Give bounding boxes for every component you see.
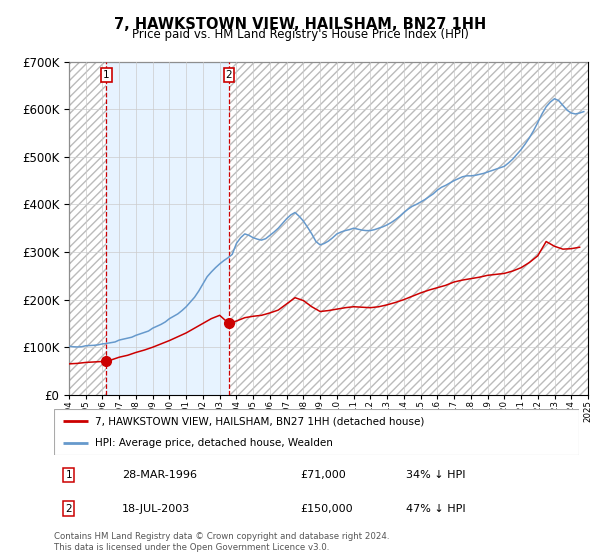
Text: HPI: Average price, detached house, Wealden: HPI: Average price, detached house, Weal… xyxy=(95,438,333,448)
Text: This data is licensed under the Open Government Licence v3.0.: This data is licensed under the Open Gov… xyxy=(54,543,329,552)
Text: 34% ↓ HPI: 34% ↓ HPI xyxy=(406,470,465,480)
Text: 18-JUL-2003: 18-JUL-2003 xyxy=(122,503,191,514)
Bar xyxy=(229,62,588,395)
Text: £150,000: £150,000 xyxy=(301,503,353,514)
Text: Price paid vs. HM Land Registry's House Price Index (HPI): Price paid vs. HM Land Registry's House … xyxy=(131,28,469,41)
Text: 2: 2 xyxy=(65,503,72,514)
Text: 28-MAR-1996: 28-MAR-1996 xyxy=(122,470,197,480)
Text: £71,000: £71,000 xyxy=(301,470,347,480)
Bar xyxy=(229,62,588,395)
Text: 2: 2 xyxy=(226,70,232,80)
Bar xyxy=(69,62,106,395)
Bar xyxy=(69,62,106,395)
Text: 7, HAWKSTOWN VIEW, HAILSHAM, BN27 1HH: 7, HAWKSTOWN VIEW, HAILSHAM, BN27 1HH xyxy=(114,17,486,32)
Text: 7, HAWKSTOWN VIEW, HAILSHAM, BN27 1HH (detached house): 7, HAWKSTOWN VIEW, HAILSHAM, BN27 1HH (d… xyxy=(95,416,424,426)
Text: 1: 1 xyxy=(103,70,110,80)
Text: Contains HM Land Registry data © Crown copyright and database right 2024.: Contains HM Land Registry data © Crown c… xyxy=(54,532,389,541)
Text: 47% ↓ HPI: 47% ↓ HPI xyxy=(406,503,466,514)
Bar xyxy=(106,62,229,395)
Text: 1: 1 xyxy=(65,470,72,480)
